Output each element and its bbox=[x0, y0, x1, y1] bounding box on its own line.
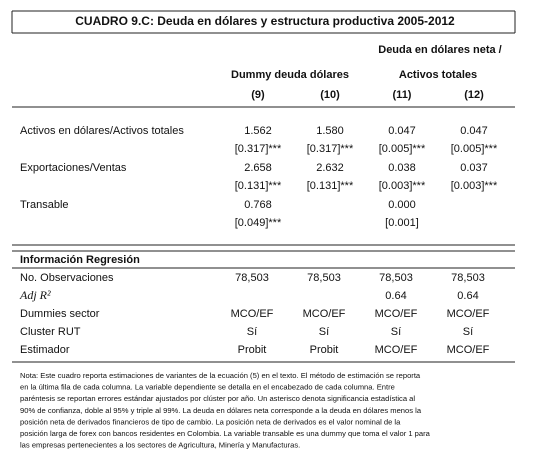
row-label: Estimador bbox=[20, 344, 70, 356]
std-error: [0.049]*** bbox=[235, 217, 282, 229]
cell: 0.64 bbox=[385, 290, 406, 302]
row-label: Exportaciones/Ventas bbox=[20, 162, 127, 174]
cell: MCO/EF bbox=[231, 308, 274, 320]
row-label: Adj R² bbox=[19, 288, 51, 302]
std-error: [0.005]*** bbox=[451, 143, 498, 155]
row-label: Cluster RUT bbox=[20, 326, 81, 338]
std-error: [0.001] bbox=[385, 217, 419, 229]
cell: Sí bbox=[391, 326, 401, 338]
column-header: (9) bbox=[251, 89, 265, 101]
column-header: (10) bbox=[320, 89, 340, 101]
group-header: Deuda en dólares neta / bbox=[378, 44, 501, 56]
cell: 78,503 bbox=[379, 272, 413, 284]
section-header: Información Regresión bbox=[20, 254, 140, 266]
column-header: (11) bbox=[393, 89, 412, 101]
cell: 78,503 bbox=[451, 272, 485, 284]
coefficient: 2.658 bbox=[244, 162, 272, 174]
std-error: [0.005]*** bbox=[379, 143, 426, 155]
note-line: posición neta de derivados financieros d… bbox=[20, 417, 401, 426]
group-header: Activos totales bbox=[399, 69, 477, 81]
cell: Sí bbox=[319, 326, 329, 338]
coefficient: 0.038 bbox=[388, 162, 416, 174]
coefficient: 0.047 bbox=[388, 125, 416, 137]
note-line: en la última fila de cada columna. La va… bbox=[20, 383, 395, 392]
coefficient: 0.000 bbox=[388, 199, 416, 211]
coefficient: 1.580 bbox=[316, 125, 344, 137]
cell: MCO/EF bbox=[303, 308, 346, 320]
cell: MCO/EF bbox=[375, 308, 418, 320]
row-label: Activos en dólares/Activos totales bbox=[20, 125, 184, 137]
cell: Sí bbox=[463, 326, 473, 338]
column-header: (12) bbox=[464, 89, 484, 101]
note-line: 90% de confianza, doble al 95% y triple … bbox=[20, 406, 422, 415]
std-error: [0.003]*** bbox=[451, 180, 498, 192]
note-line: paréntesis se reportan errores estándar … bbox=[20, 394, 415, 403]
row-label: Dummies sector bbox=[20, 308, 100, 320]
coefficient: 0.047 bbox=[460, 125, 488, 137]
cell: MCO/EF bbox=[375, 344, 418, 356]
coefficient: 2.632 bbox=[316, 162, 344, 174]
note-line: posición larga de forex con bancos resid… bbox=[20, 429, 431, 438]
note-line: las empresas pertenecientes a los sector… bbox=[20, 441, 300, 450]
coefficient: 0.037 bbox=[460, 162, 488, 174]
cell: 78,503 bbox=[307, 272, 341, 284]
cell: Probit bbox=[310, 344, 339, 356]
std-error: [0.317]*** bbox=[307, 143, 354, 155]
cell: 0.64 bbox=[457, 290, 478, 302]
title: CUADRO 9.C: Deuda en dólares y estructur… bbox=[75, 14, 455, 28]
coefficient: 1.562 bbox=[244, 125, 272, 137]
std-error: [0.317]*** bbox=[235, 143, 282, 155]
cell: MCO/EF bbox=[447, 308, 490, 320]
cell: 78,503 bbox=[235, 272, 269, 284]
std-error: [0.003]*** bbox=[379, 180, 426, 192]
note-line: Nota: Este cuadro reporta estimaciones d… bbox=[20, 371, 421, 380]
cell: MCO/EF bbox=[447, 344, 490, 356]
row-label: No. Observaciones bbox=[20, 272, 114, 284]
cell: Probit bbox=[238, 344, 267, 356]
std-error: [0.131]*** bbox=[235, 180, 282, 192]
row-label: Transable bbox=[20, 199, 69, 211]
group-header: Dummy deuda dólares bbox=[231, 69, 349, 81]
cell: Sí bbox=[247, 326, 257, 338]
std-error: [0.131]*** bbox=[307, 180, 354, 192]
coefficient: 0.768 bbox=[244, 199, 272, 211]
